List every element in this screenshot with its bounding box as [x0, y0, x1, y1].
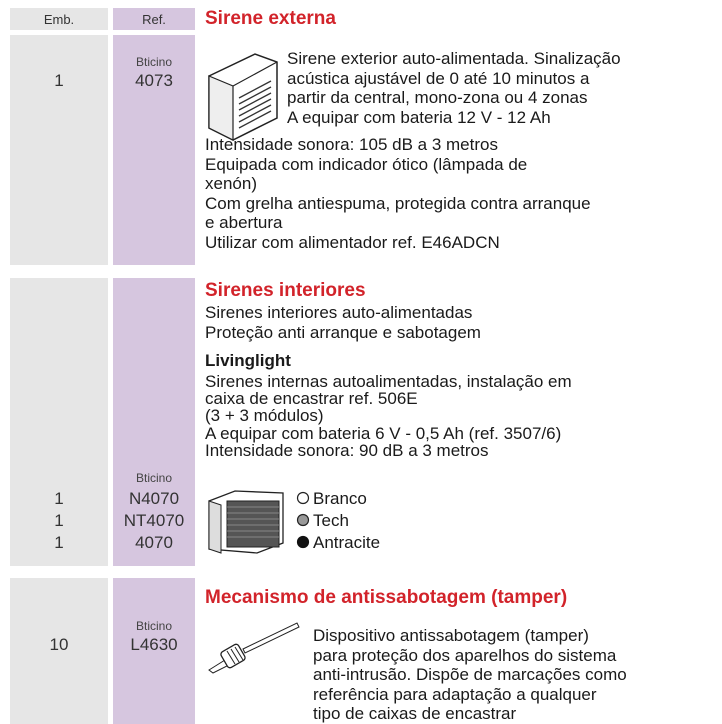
description-line: Proteção anti arranque e sabotagem: [205, 322, 481, 342]
section-title: Mecanismo de antissabotagem (tamper): [205, 587, 568, 608]
variant-name: Tech: [313, 511, 349, 530]
emb-qty: 1: [54, 533, 64, 552]
emb-header: Emb.: [43, 12, 75, 27]
description-line: caixa de encastrar ref. 506E: [205, 389, 418, 409]
ref-code: NT4070: [123, 511, 185, 530]
variant-name: Branco: [313, 489, 367, 508]
description-line: acústica ajustável de 0 até 10 minutos a: [287, 68, 590, 88]
description-line: A equipar com bateria 6 V - 0,5 Ah (ref.…: [205, 423, 562, 443]
emb-qty: 1: [54, 71, 64, 90]
description-line: referência para adaptação a qualquer: [313, 684, 597, 704]
tamper-image: [208, 622, 300, 674]
description-line: Utilizar com alimentador ref. E46ADCN: [205, 232, 500, 252]
description-line: A equipar com bateria 12 V - 12 Ah: [287, 107, 551, 127]
brand: Bticino: [135, 619, 173, 633]
ref-code: 4070: [135, 533, 173, 552]
description-line: e abertura: [205, 213, 283, 232]
subtitle: Livinglight: [205, 351, 291, 370]
ref-code: N4070: [128, 489, 180, 508]
section-title: Sirenes interiores: [205, 280, 366, 301]
ref-column: [113, 278, 195, 566]
emb-header-bg: [10, 8, 108, 30]
description-line: tipo de caixas de encastrar: [313, 704, 517, 723]
ref-code: L4630: [130, 635, 178, 654]
ref-code: 4073: [135, 71, 173, 90]
variant-name: Antracite: [313, 533, 381, 552]
description-line: Equipada com indicador ótico (lâmpada de: [205, 154, 528, 174]
emb-qty: 10: [49, 635, 69, 654]
description-line: partir da central, mono-zona ou 4 zonas: [287, 88, 588, 107]
brand: Bticino: [135, 55, 173, 69]
description-line: para proteção dos aparelhos do sistema: [313, 645, 617, 665]
description-line: anti-intrusão. Dispõe de marcações como: [313, 665, 627, 684]
description-line: xenón): [205, 174, 257, 193]
emb-qty: 1: [54, 489, 64, 508]
description-line: Intensidade sonora: 90 dB a 3 metros: [205, 440, 489, 460]
description-line: Sirenes interiores auto-alimentadas: [205, 303, 473, 322]
ref-column: [113, 578, 195, 724]
section-title: Sirene externa: [205, 8, 336, 29]
emb-qty: 1: [54, 511, 64, 530]
ref-header-bg: [113, 8, 195, 30]
color-swatches: [296, 491, 310, 549]
brand: Bticino: [135, 471, 173, 485]
indoor-siren-image: [208, 490, 284, 554]
outdoor-siren-image: [208, 53, 278, 141]
ref-column: [113, 35, 195, 265]
description-line: Com grelha antiespuma, protegida contra …: [205, 193, 591, 213]
description-line: Sirene exterior auto-alimentada. Sinaliz…: [287, 49, 621, 68]
description-line: Intensidade sonora: 105 dB a 3 metros: [205, 135, 498, 154]
emb-column: [10, 35, 108, 265]
description-line: Sirenes internas autoalimentadas, instal…: [205, 372, 572, 391]
emb-column: [10, 578, 108, 724]
description-line: (3 + 3 módulos): [205, 406, 324, 426]
emb-column: [10, 278, 108, 566]
ref-header: Ref.: [142, 12, 166, 27]
description-line: Dispositivo antissabotagem (tamper): [313, 626, 589, 645]
